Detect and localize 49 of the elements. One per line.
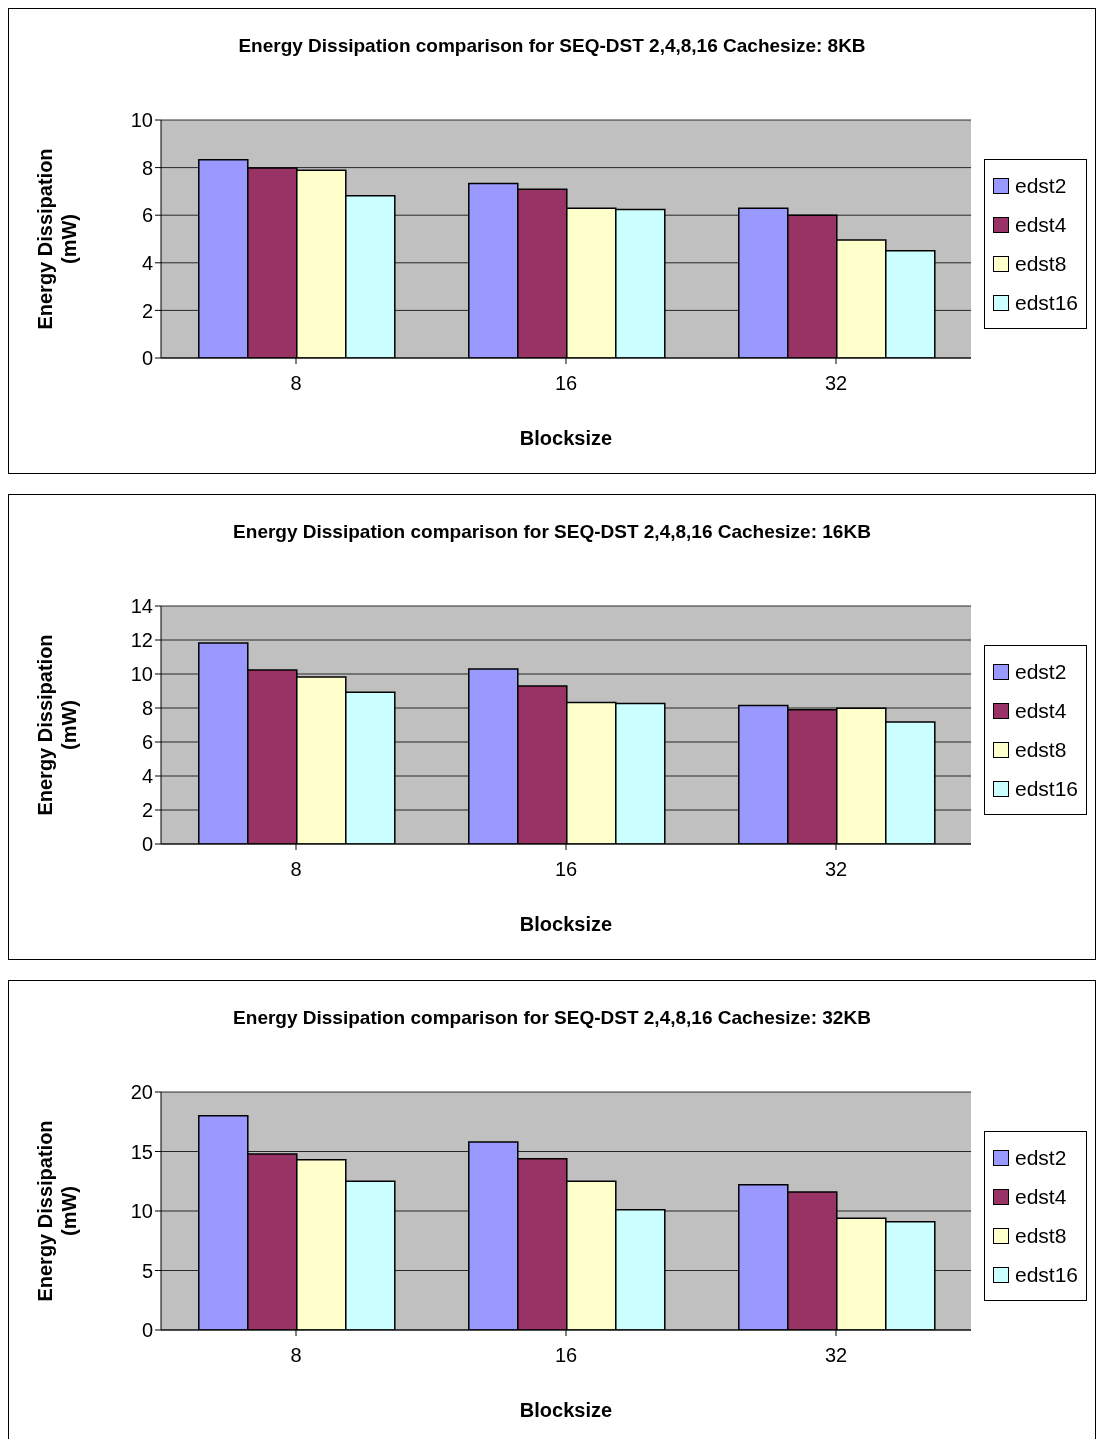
x-tick-label: 8 (290, 372, 302, 395)
x-tick-label: 16 (554, 372, 578, 395)
legend-label: edst2 (1015, 1145, 1067, 1170)
y-tick-label: 12 (130, 629, 153, 652)
legend-label: edst4 (1015, 212, 1067, 237)
y-tick-label: 10 (130, 109, 153, 132)
legend-label: edst2 (1015, 659, 1067, 684)
y-tick-label: 0 (141, 1319, 153, 1342)
y-tick-label: 8 (141, 156, 153, 179)
x-tick-label: 32 (824, 1344, 848, 1367)
legend-label: edst8 (1015, 1223, 1067, 1248)
y-tick-label: 6 (141, 731, 153, 754)
legend-label: edst2 (1015, 173, 1067, 198)
legend-label: edst4 (1015, 1184, 1067, 1209)
y-axis-title: Energy Dissipation (mW) (33, 1119, 81, 1304)
chart-title: Energy Dissipation comparison for SEQ-DST 2,4,8,16 Cachesize: 8KB (237, 35, 867, 57)
chart-title: Energy Dissipation comparison for SEQ-DST 2,4,8,16 Cachesize: 16KB (232, 521, 872, 543)
y-tick-label: 2 (141, 799, 153, 822)
x-axis-title: Blocksize (518, 913, 614, 936)
y-axis-title: Energy Dissipation (mW) (33, 633, 81, 818)
y-tick-label: 0 (141, 833, 153, 856)
x-tick-label: 16 (554, 1344, 578, 1367)
y-tick-label: 5 (141, 1259, 153, 1282)
legend-label: edst16 (1015, 776, 1079, 801)
legend-label: edst16 (1015, 1262, 1079, 1287)
y-tick-label: 4 (141, 251, 153, 274)
y-tick-label: 2 (141, 299, 153, 322)
x-tick-label: 8 (290, 1344, 302, 1367)
legend-label: edst8 (1015, 251, 1067, 276)
x-tick-label: 8 (290, 858, 302, 881)
x-axis-title: Blocksize (518, 1399, 614, 1422)
y-tick-label: 10 (130, 663, 153, 686)
x-tick-label: 16 (554, 858, 578, 881)
y-tick-label: 8 (141, 697, 153, 720)
x-tick-label: 32 (824, 372, 848, 395)
y-tick-label: 20 (130, 1081, 153, 1104)
y-tick-label: 6 (141, 204, 153, 227)
y-tick-label: 10 (130, 1200, 153, 1223)
y-tick-label: 14 (130, 595, 153, 618)
chart-title: Energy Dissipation comparison for SEQ-DST 2,4,8,16 Cachesize: 32KB (232, 1007, 872, 1029)
y-axis-title: Energy Dissipation (mW) (33, 147, 81, 332)
x-axis-title: Blocksize (518, 427, 614, 450)
y-tick-label: 0 (141, 347, 153, 370)
legend-label: edst16 (1015, 290, 1079, 315)
y-tick-label: 15 (130, 1140, 153, 1163)
x-tick-label: 32 (824, 858, 848, 881)
legend-label: edst8 (1015, 737, 1067, 762)
legend-label: edst4 (1015, 698, 1067, 723)
y-tick-label: 4 (141, 765, 153, 788)
